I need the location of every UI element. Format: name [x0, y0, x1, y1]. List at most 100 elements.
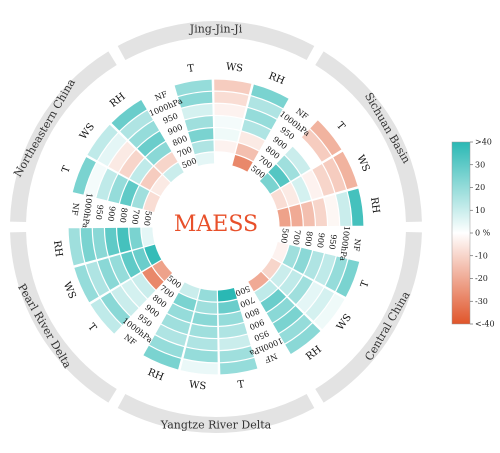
level-label-central-china-900: 900: [315, 232, 326, 248]
level-label-central-china-1000hpa: 1000hPa: [338, 225, 351, 261]
cell-northeastern-china-t-900: [108, 174, 128, 204]
cell-sichuan-basin-ws-800: [291, 176, 311, 203]
region-ring-yangtze-river-delta: [117, 393, 315, 434]
cell-yangtze-river-delta-t-700: [218, 299, 241, 314]
cell-pearl-river-delta-ws-950: [97, 258, 120, 290]
variable-label-yangtze-river-delta-rh: RH: [146, 367, 165, 383]
cell-northeastern-china-t-700: [131, 185, 150, 210]
colorbar-tick-label: 0 %: [475, 229, 491, 238]
cell-pearl-river-delta-t-500: [152, 260, 173, 281]
cell-sichuan-basin-rh-700: [289, 204, 303, 227]
cell-central-china-ws-500: [261, 258, 282, 279]
cell-jing-jin-ji-t-950: [181, 103, 213, 120]
cell-central-china-t-700: [282, 244, 301, 269]
cell-pearl-river-delta-t-950: [111, 285, 139, 317]
cell-central-china-rh-700: [254, 280, 278, 302]
cell-yangtze-river-delta-t-500: [217, 288, 237, 302]
level-label-yangtze-river-delta-500: 500: [234, 284, 252, 298]
cell-pearl-river-delta-ws-800: [121, 251, 141, 278]
cell-sichuan-basin-rh-500: [277, 207, 291, 227]
cell-central-china-ws-800: [279, 270, 303, 296]
cell-yangtze-river-delta-ws-700: [195, 300, 218, 314]
cell-northeastern-china-rh-900: [137, 131, 166, 157]
cell-sichuan-basin-t-500: [259, 173, 280, 194]
variable-label-northeastern-china-ws: WS: [78, 121, 97, 141]
cell-pearl-river-delta-rh-950: [92, 227, 108, 260]
region-label-yangtze-river-delta: Yangtze River Delta: [160, 419, 272, 432]
cell-jing-jin-ji-ws-nf: [214, 79, 252, 95]
cell-northeastern-china-t-500: [143, 191, 160, 212]
cell-yangtze-river-delta-rh-800: [167, 303, 194, 323]
colorbar-tick-label: -30: [475, 297, 488, 306]
variable-label-central-china-t: T: [359, 279, 372, 289]
level-label-central-china-800: 800: [303, 231, 314, 247]
cell-central-china-t-nf: [336, 259, 360, 297]
region-ring-sichuan-basin: [315, 51, 422, 223]
cell-sichuan-basin-t-1000hpa: [301, 129, 332, 162]
cell-pearl-river-delta-t-800: [131, 273, 156, 299]
cell-sichuan-basin-rh-900: [312, 198, 327, 227]
cell-sichuan-basin-rh-nf: [347, 188, 364, 226]
heatmap-cells-layer: [68, 79, 364, 375]
cell-sichuan-basin-ws-1000hpa: [322, 157, 346, 193]
cell-central-china-t-500: [272, 242, 289, 263]
region-ring-central-china: [315, 231, 422, 403]
region-ring-jing-jin-ji: [117, 20, 315, 61]
cell-northeastern-china-t-1000hpa: [84, 162, 107, 198]
cell-northeastern-china-ws-500: [150, 175, 171, 196]
colorbar-gradient: [451, 141, 471, 325]
level-label-central-china-500: 500: [279, 228, 290, 244]
cell-yangtze-river-delta-rh-700: [173, 292, 197, 311]
cell-yangtze-river-delta-t-950: [219, 334, 251, 351]
variable-label-sichuan-basin-t: T: [334, 120, 347, 132]
level-label-yangtze-river-delta-nf: NF: [263, 351, 278, 364]
variable-label-jing-jin-ji-rh: RH: [267, 71, 286, 87]
cell-jing-jin-ji-ws-1000hpa: [214, 91, 249, 107]
cell-central-china-t-950: [314, 253, 336, 286]
cell-yangtze-river-delta-t-800: [218, 311, 244, 326]
region-ring-pearl-river-delta: [10, 231, 117, 403]
region-label-northeastern-china: Northeastern China: [11, 76, 78, 179]
region-label-jing-jin-ji: Jing-Jin-Ji: [189, 23, 243, 36]
region-ring-northeastern-china: [10, 51, 117, 223]
cell-pearl-river-delta-rh-700: [129, 227, 143, 250]
cell-pearl-river-delta-t-700: [142, 266, 164, 290]
variable-label-sichuan-basin-rh: RH: [368, 196, 381, 214]
cell-pearl-river-delta-t-nf: [90, 298, 122, 334]
colorbar-tick-label: -10: [475, 251, 488, 260]
cell-yangtze-river-delta-ws-800: [192, 312, 218, 326]
cell-jing-jin-ji-ws-800: [214, 128, 240, 142]
cell-yangtze-river-delta-ws-500: [198, 288, 217, 302]
cell-pearl-river-delta-rh-800: [117, 227, 132, 253]
cell-pearl-river-delta-rh-500: [141, 227, 155, 247]
cell-central-china-rh-1000hpa: [279, 314, 312, 344]
cell-pearl-river-delta-rh-900: [105, 227, 120, 256]
cell-sichuan-basin-ws-900: [302, 170, 323, 200]
cell-northeastern-china-ws-900: [119, 150, 144, 179]
variable-label-northeastern-china-t: T: [60, 164, 73, 174]
cell-pearl-river-delta-ws-700: [132, 248, 151, 272]
cell-jing-jin-ji-t-1000hpa: [178, 91, 213, 108]
cell-jing-jin-ji-ws-900: [214, 116, 243, 130]
cell-sichuan-basin-rh-1000hpa: [336, 191, 352, 226]
cell-northeastern-china-rh-700: [154, 152, 178, 174]
cell-jing-jin-ji-rh-500: [232, 154, 253, 172]
variable-label-yangtze-river-delta-t: T: [237, 379, 246, 391]
cell-central-china-rh-nf: [285, 323, 321, 354]
cell-northeastern-china-t-nf: [72, 157, 96, 195]
cell-central-china-ws-1000hpa: [305, 287, 334, 321]
cell-central-china-rh-900: [266, 297, 295, 323]
cell-yangtze-river-delta-ws-1000hpa: [183, 347, 218, 363]
cell-pearl-river-delta-ws-nf: [74, 264, 99, 303]
cell-central-china-ws-nf: [314, 293, 345, 330]
cell-central-china-t-800: [293, 247, 313, 274]
level-label-jing-jin-ji-500: 500: [181, 156, 199, 170]
colorbar-tick-label: <-40: [475, 320, 495, 329]
cell-northeastern-china-rh-1000hpa: [120, 110, 153, 140]
cell-central-china-rh-500: [248, 271, 269, 292]
cell-jing-jin-ji-t-700: [191, 140, 214, 155]
colorbar-tick-label: 10: [475, 206, 485, 215]
cell-sichuan-basin-ws-500: [270, 188, 288, 210]
level-label-northeastern-china-1000hpa: 1000hPa: [81, 193, 94, 229]
cell-northeastern-china-ws-950: [108, 141, 136, 173]
